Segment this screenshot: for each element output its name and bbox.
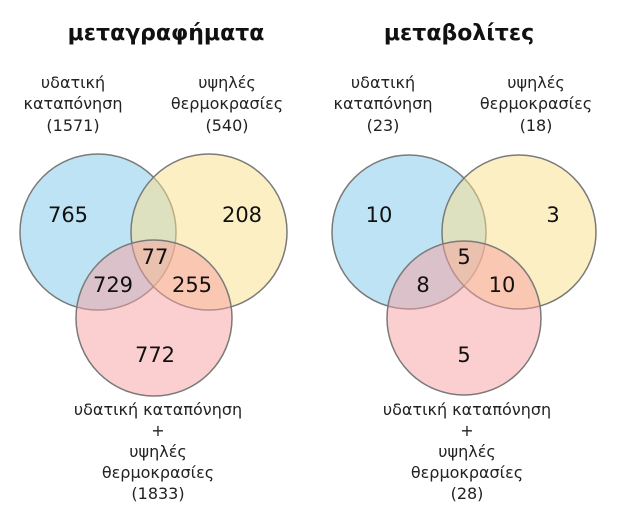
set-c-circle [75,239,233,397]
venn-diagram-metabolites: μεταβολίτες υδατική καταπόνηση (23) υψηλ… [331,21,597,503]
set-c-count: (1833) [131,484,184,503]
region-c-only: 5 [457,343,470,367]
set-b-label-line1: υψηλές [198,73,255,92]
set-c-label-line3: υψηλές [129,442,186,461]
set-c-circle [386,240,542,396]
region-abc: 77 [142,245,169,269]
set-a-count: (1571) [46,116,99,135]
set-c-label-line4: θερμοκρασίες [411,463,523,482]
set-a-label-line2: καταπόνηση [24,94,123,113]
set-b-label-line2: θερμοκρασίες [480,94,592,113]
set-a-label-line1: υδατική [351,73,415,92]
set-a-label-line2: καταπόνηση [334,94,433,113]
set-b-label-line1: υψηλές [507,73,564,92]
venn-diagram-transcripts: μεταγραφήματα υδατική καταπόνηση (1571) … [19,21,288,503]
region-bc: 255 [172,273,212,297]
region-a-only: 765 [48,203,88,227]
region-b-only: 3 [546,203,559,227]
region-a-only: 10 [366,203,393,227]
set-b-count: (18) [520,116,553,135]
set-b-label-line2: θερμοκρασίες [171,94,283,113]
set-c-label-line3: υψηλές [438,442,495,461]
region-ac: 8 [416,273,429,297]
region-c-only: 772 [135,343,175,367]
set-c-label-line4: θερμοκρασίες [102,463,214,482]
region-abc: 5 [457,245,470,269]
set-c-label-line2: + [151,421,164,440]
set-a-count: (23) [367,116,400,135]
diagram-title: μεταγραφήματα [68,21,265,46]
region-b-only: 208 [222,203,262,227]
set-c-label-line1: υδατική καταπόνηση [74,400,242,419]
set-c-count: (28) [451,484,484,503]
set-c-label-line2: + [460,421,473,440]
set-c-label-line1: υδατική καταπόνηση [383,400,551,419]
set-b-count: (540) [205,116,248,135]
set-a-label-line1: υδατική [41,73,105,92]
region-ac: 729 [93,273,133,297]
diagram-title: μεταβολίτες [384,21,534,46]
region-bc: 10 [489,273,516,297]
venn-circles [19,153,288,397]
venn-circles [331,154,597,396]
